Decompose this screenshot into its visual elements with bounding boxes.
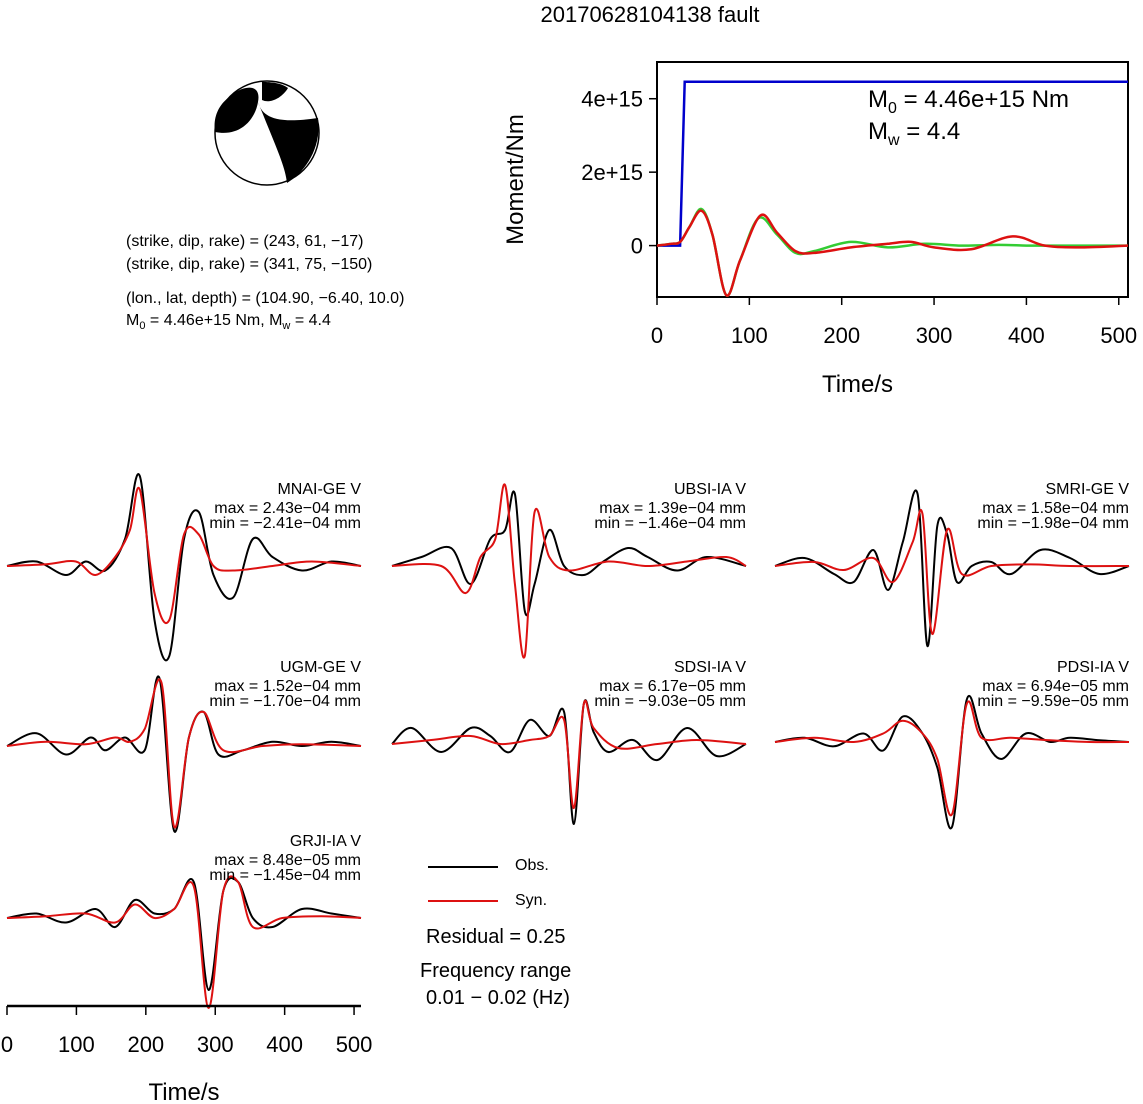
legend-syn-label: Syn. <box>515 892 548 909</box>
syn-trace-5 <box>774 700 1130 817</box>
station-name-2: SMRI-GE V <box>1045 481 1129 498</box>
station-min-0: min = −2.41e−04 mm <box>209 515 361 532</box>
wave-xtick-label-4: 400 <box>266 1032 303 1057</box>
figure-title: 20170628104138 fault <box>541 2 760 27</box>
moment-ytick-label-1: 2e+15 <box>581 160 643 185</box>
plane1-text: (strike, dip, rake) = (243, 61, −17) <box>126 233 364 250</box>
obs-trace-4 <box>391 699 747 826</box>
station-max-4: max = 6.17e−05 mm <box>599 678 746 695</box>
moment-series-rate_green <box>657 207 1128 297</box>
plane2-text: (strike, dip, rake) = (341, 75, −150) <box>126 256 373 273</box>
moment-series-cumulative <box>657 80 1128 247</box>
moment-xtick-label-5: 500 <box>1100 323 1137 348</box>
moment-series-rate_red <box>657 209 1128 297</box>
syn-trace-0 <box>6 486 362 624</box>
wave-xtick-label-0: 0 <box>1 1032 13 1057</box>
moment-xtick-label-1: 100 <box>731 323 768 348</box>
syn-trace-2 <box>774 509 1130 636</box>
moment-rate-chart: 0 2e+15 4e+15 0 100 200 300 400 500 Time/s Moment/… <box>502 61 1137 398</box>
station-name-0: MNAI-GE V <box>277 481 361 498</box>
moment-xlabel: Time/s <box>822 371 893 398</box>
station-max-3: max = 1.52e−04 mm <box>214 678 361 695</box>
station-min-4: min = −9.03e−05 mm <box>594 693 746 710</box>
station-name-3: UGM-GE V <box>280 659 361 676</box>
station-min-2: min = −1.98e−04 mm <box>977 515 1129 532</box>
moment-ylabel: Moment/Nm <box>502 114 529 245</box>
station-max-6: max = 8.48e−05 mm <box>214 852 361 869</box>
wave-xtick-label-1: 100 <box>58 1032 95 1057</box>
station-max-0: max = 2.43e−04 mm <box>214 500 361 517</box>
station-min-6: min = −1.45e−04 mm <box>209 867 361 884</box>
frequency-range: 0.01 − 0.02 (Hz) <box>426 987 570 1009</box>
station-name-6: GRJI-IA V <box>290 833 361 850</box>
moment-xtick-label-3: 300 <box>916 323 953 348</box>
station-min-1: min = −1.46e−04 mm <box>594 515 746 532</box>
obs-trace-5 <box>774 695 1130 830</box>
wave-xtick-label-3: 300 <box>197 1032 234 1057</box>
moment-ytick-label-2: 4e+15 <box>581 87 643 112</box>
syn-trace-6 <box>6 875 362 1010</box>
syn-trace-4 <box>391 699 747 810</box>
location-text: (lon., lat, depth) = (104.90, −6.40, 10.… <box>126 290 405 307</box>
wave-xtick-label-2: 200 <box>127 1032 164 1057</box>
station-name-1: UBSI-IA V <box>674 481 746 498</box>
moment-xtick-label-0: 0 <box>651 323 663 348</box>
syn-trace-3 <box>6 678 362 829</box>
obs-trace-2 <box>774 489 1130 648</box>
frequency-title: Frequency range <box>420 960 572 982</box>
station-min-5: min = −9.59e−05 mm <box>977 693 1129 710</box>
moment-xtick-label-4: 400 <box>1008 323 1045 348</box>
focal-mechanism-beachball <box>214 80 320 186</box>
station-max-1: max = 1.39e−04 mm <box>599 500 746 517</box>
wave-xtick-label-5: 500 <box>336 1032 373 1057</box>
legend-obs-label: Obs. <box>515 857 549 874</box>
obs-trace-6 <box>6 877 362 992</box>
station-name-5: PDSI-IA V <box>1057 659 1129 676</box>
moment-summary-text: M0 = 4.46e+15 Nm, Mw = 4.4 <box>126 312 331 333</box>
wave-xlabel: Time/s <box>148 1079 219 1104</box>
mw-annotation: Mw = 4.4 <box>868 118 961 149</box>
station-min-3: min = −1.70e−04 mm <box>209 693 361 710</box>
moment-xtick-label-2: 200 <box>823 323 860 348</box>
moment-plot-frame <box>656 61 1129 298</box>
residual-text: Residual = 0.25 <box>426 926 566 948</box>
station-max-5: max = 6.94e−05 mm <box>982 678 1129 695</box>
waveform-time-axis: 0 100 200 300 400 500 Time/s <box>1 1004 373 1104</box>
station-max-2: max = 1.58e−04 mm <box>982 500 1129 517</box>
m0-annotation: M0 = 4.46e+15 Nm <box>868 86 1070 117</box>
moment-ytick-label-0: 0 <box>631 234 643 259</box>
obs-trace-0 <box>6 473 362 662</box>
station-name-4: SDSI-IA V <box>674 659 746 676</box>
syn-trace-1 <box>391 483 747 659</box>
